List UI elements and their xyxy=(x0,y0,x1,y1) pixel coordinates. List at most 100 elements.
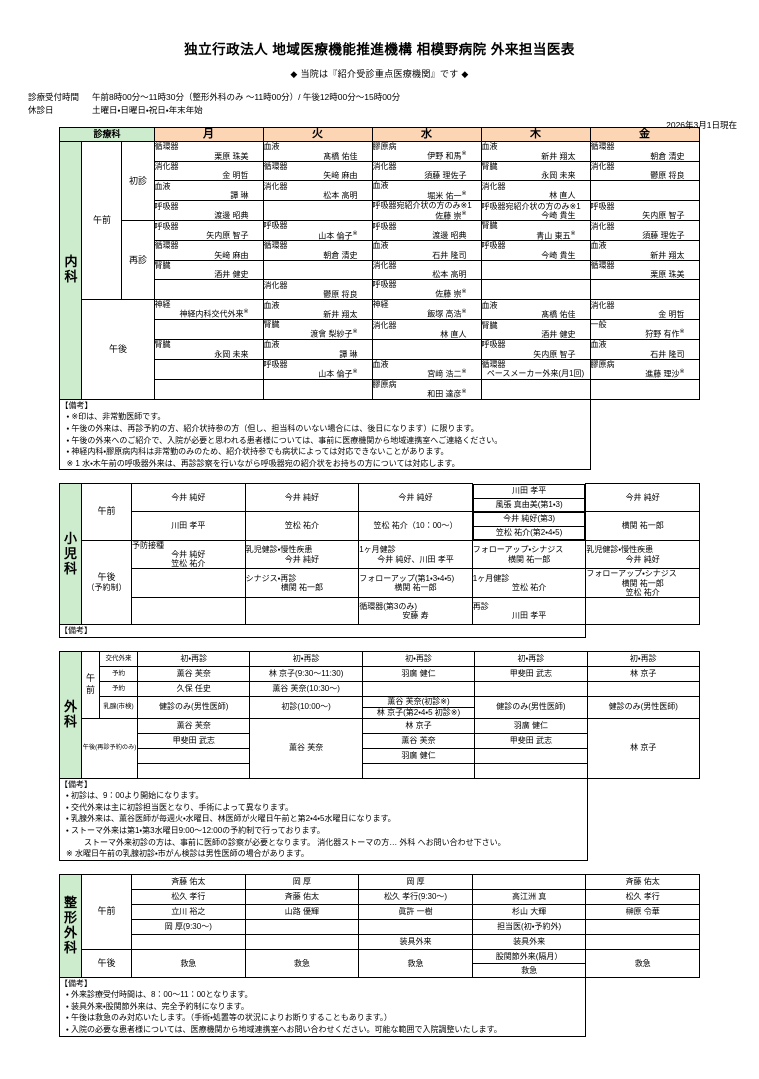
slot-dept: 膠原病 xyxy=(372,379,397,389)
slot-doctor: 石井 隆司 xyxy=(432,250,467,260)
remark-item: ・ ストーマ外来は第1・第3水曜日9:00〜12:00の予約制で行っております。 xyxy=(66,825,325,835)
slot-doctor: 立川 裕之 xyxy=(171,907,206,917)
slot-dept: 血液 xyxy=(372,359,389,369)
surgery-row-label: 予約 xyxy=(99,680,139,697)
closed-days-value: 土曜日・日曜日・祝日・年末年始 xyxy=(92,105,203,116)
table-row: 消化器 鬱原 将良 呼吸器 佐藤 崇※ xyxy=(60,279,700,301)
day-header-mon: 月 xyxy=(153,127,264,142)
time-label-morning: 午前 xyxy=(81,140,123,301)
remark-item: ・ 乳腺外来は、薫谷医師が毎週火・水曜日、林医師が火曜日午前と第2・4・5水曜日… xyxy=(66,814,396,824)
schedule-cell: 高江洲 真 xyxy=(471,888,587,905)
schedule-cell: 1ヶ月健診 笠松 祐介 xyxy=(471,568,587,598)
slot-doctor: 斉藤 佑太 xyxy=(625,877,660,887)
slot-doctor: 渡邊 昭典 xyxy=(432,230,467,240)
slot-doctor: 新井 翔太 xyxy=(650,250,685,260)
slot-dept: 血液 xyxy=(372,181,389,191)
slot-doctor: 今井 純好 xyxy=(171,493,206,503)
schedule-cell: 川田 孝平 xyxy=(131,511,246,541)
slot-doctor: 朝倉 清史 xyxy=(323,250,358,260)
slot-dept: 呼吸器 xyxy=(481,241,506,251)
sub-slot: 笠松 祐介(第2・4・5) xyxy=(495,527,563,537)
schedule-cell: 杉山 大輝 xyxy=(471,903,587,920)
slot-doctor: 矢内原 智子 xyxy=(206,230,249,240)
schedule-cell xyxy=(480,378,591,400)
slot-dept: 循環器 xyxy=(481,360,506,370)
slot-dept: 血液 xyxy=(263,142,280,152)
schedule-cell: 初・再診 xyxy=(586,650,700,667)
internal-remarks: 【備考】・ ※印は、非常勤医師です。・ 午後の外来は、再診予約の方、紹介状持参の… xyxy=(59,398,591,471)
remark-item: ・ 初診は、9：00より開始になります。 xyxy=(66,791,204,801)
slot-dept: 神経 xyxy=(372,300,389,310)
schedule-cell: 斉藤 佑太 xyxy=(585,873,700,890)
schedule-cell: 予防接種 今井 純好 笠松 祐介 xyxy=(131,539,246,570)
page-subtitle: ◆ 当院は『紹介受診重点医療機関』です ◆ xyxy=(290,69,469,79)
slot-doctor: 笠松 祐介 xyxy=(171,559,206,569)
slot-dept: 消化器 xyxy=(590,162,615,172)
schedule-cell: 装具外来 xyxy=(471,933,587,950)
table-row: 膠原病 和田 達彦※ xyxy=(60,378,700,400)
slot-doctor: 薫谷 芙奈 xyxy=(176,720,211,730)
dept-label-surgery: 外科 xyxy=(59,650,83,779)
schedule-cell: 担当医(初・予約外) xyxy=(471,918,587,935)
dept-label-orthopedics: 整形外科 xyxy=(59,873,83,978)
slot-doctor: 初・再診 xyxy=(629,653,657,663)
slot-dept: 神経 xyxy=(154,300,171,310)
hours-labels: 診療受付時間 休診日 xyxy=(28,91,108,117)
table-row: 午後 救急 救急 救急 股関節外来(隔月） 救急 xyxy=(60,948,700,978)
remark-item: ・ 外来診療受付時間は、8：00〜11：00となります。 xyxy=(66,990,253,1000)
schedule-cell: 薫谷 芙奈 xyxy=(137,665,251,682)
remarks-list: ・ ※印は、非常勤医師です。・ 午後の外来は、再診予約の方、紹介状持参の方（但し… xyxy=(61,411,589,468)
schedule-cell: 循環器 ペースメーカー外来(月1回) xyxy=(480,358,591,380)
pediatrics-remarks-row: 【備考】 xyxy=(59,623,700,638)
schedule-cell xyxy=(589,180,700,202)
schedule-cell: 薫谷 芙奈 xyxy=(361,732,476,749)
schedule-cell: 膠原病 伊野 和馬※ xyxy=(371,140,482,163)
schedule-cell xyxy=(480,259,591,281)
slot-doctor: 羽廣 健仁 xyxy=(401,750,436,760)
time-label-afternoon: 午後 xyxy=(81,299,155,400)
schedule-cell: 膠原病 和田 達彦※ xyxy=(371,378,482,400)
slot-doctor: 横関 祐一郎 xyxy=(507,554,551,564)
slot-doctor: 林 京子 xyxy=(630,668,657,678)
slot-doctor: 薫谷 芙奈(10:30〜) xyxy=(272,683,340,693)
slot-doctor: 今崎 貴生 xyxy=(541,250,576,260)
schedule-cell xyxy=(153,378,264,400)
slot-dept: 予防接種 xyxy=(132,540,165,550)
slot-dept: 1ヶ月健診 xyxy=(359,545,396,555)
slot-dept: 消化器 xyxy=(372,260,397,270)
table-header-row: 診療科 月 火 水 木 金 xyxy=(59,127,700,142)
table-row: 羽廣 健仁 xyxy=(60,747,700,764)
table-row: 呼吸器 山本 倫子※ 血液 宮﨑 浩二※ 循環器 ペースメーカー外来(月1回) 膠原病 進藤 … xyxy=(60,358,700,380)
slot-dept: 消化器 xyxy=(372,162,397,172)
remark-item: ・ 入院の必要な患者様については、医療機関から地域連携室へお問い合わせください。… xyxy=(66,1025,502,1035)
schedule-cell: 薫谷 芙奈(10:30〜) xyxy=(249,680,363,697)
schedule-cell: 腎臓 渡會 梨紗子※ xyxy=(262,319,373,341)
table-row: 循環器 矢﨑 麻由 循環器 朝倉 清史 血液 石井 隆司 呼吸器 今崎 貴生 血液 新井 翔太 xyxy=(60,240,700,261)
schedule-cell: 林 京子(9:30〜11:30) xyxy=(249,665,363,682)
slot-dept: 血液 xyxy=(590,340,607,350)
surgery-row-label: 乳腺(市検) xyxy=(99,695,139,719)
surgery-remarks-row: 【備考】・ 初診は、9：00より開始になります。・ 交代外来は主に初診担当医とな… xyxy=(59,777,700,861)
slot-dept: 呼吸器 xyxy=(154,221,179,231)
time-label-morning: 午前 xyxy=(81,873,133,950)
slot-doctor: 矢﨑 麻由 xyxy=(323,171,358,181)
reception-hours-value: 午前8時00分〜11時30分（整形外科のみ 〜11時00分）/ 午後12時00分… xyxy=(92,92,401,102)
schedule-cell xyxy=(585,918,700,935)
slot-dept: 消化器 xyxy=(263,280,288,290)
slot-doctor: 宮﨑 浩二※ xyxy=(427,368,467,379)
slot-doctor: 譚 琳 xyxy=(230,190,249,200)
orthopedics-remarks-row: 【備考】・ 外来診療受付時間は、8：00〜11：00となります。・ 装具外来・股… xyxy=(59,976,700,1037)
schedule-cell: 初・再診 xyxy=(137,650,251,667)
schedule-cell: 消化器 鬱原 将良 xyxy=(589,161,700,182)
schedule-cell: 消化器 須藤 理佐子 xyxy=(589,220,700,242)
schedule-cell xyxy=(471,873,587,890)
slot-doctor: 安藤 寿 xyxy=(402,610,429,620)
schedule-cell xyxy=(474,747,588,764)
slot-dept: 膠原病 xyxy=(590,359,615,369)
schedule-cell: 循環器(第3のみ) 安藤 寿 xyxy=(358,596,473,625)
schedule-cell: 腎臓 永岡 未来 xyxy=(153,339,264,360)
slot-doctor: 石井 隆司 xyxy=(650,349,685,359)
slot-doctor: 佐藤 崇※ xyxy=(435,210,467,221)
table-row: 川田 孝平 笠松 祐介 笠松 祐介（10：00〜） 今井 純好(第3) 笠松 祐介(第2… xyxy=(60,511,700,541)
slot-doctor: 酒井 健史 xyxy=(541,329,576,339)
